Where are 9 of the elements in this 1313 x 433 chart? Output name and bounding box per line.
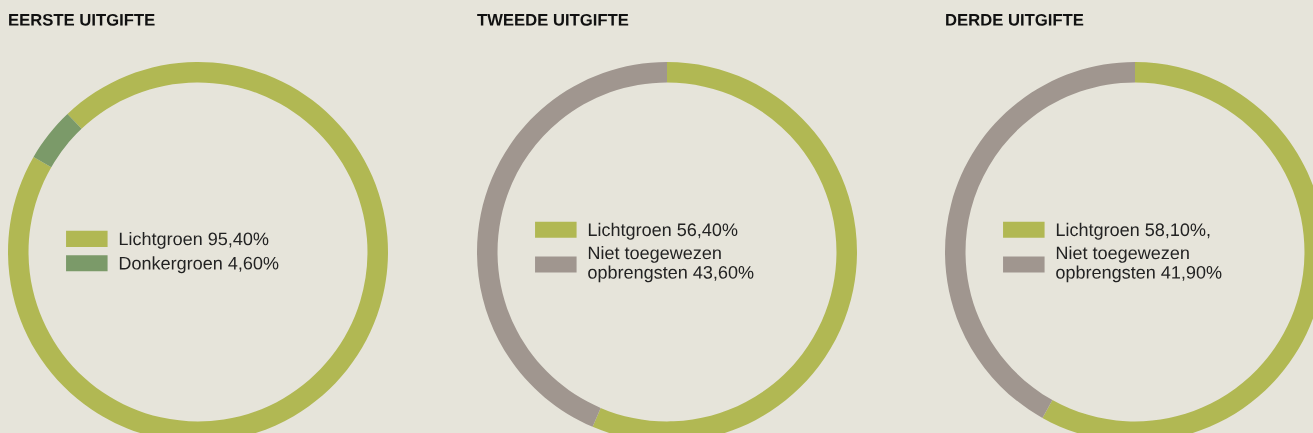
legend-label: Lichtgroen 58,10%,	[1056, 222, 1210, 240]
legend-label: Lichtgroen 95,40%	[119, 232, 269, 249]
legend-label: Niet toegewezen opbrengsten 43,60%	[588, 246, 754, 283]
legend-label: Lichtgroen 56,40%	[588, 222, 738, 240]
chart-title: EERSTE UITGIFTE	[9, 13, 155, 26]
legend-label: Donkergroen 4,60%	[119, 256, 279, 274]
chart-title: DERDE UITGIFTE	[946, 13, 1084, 26]
legend-label: Niet toegewezen opbrengsten 41,90%	[1056, 246, 1222, 283]
chart-title: TWEEDE UITGIFTE	[477, 13, 629, 26]
